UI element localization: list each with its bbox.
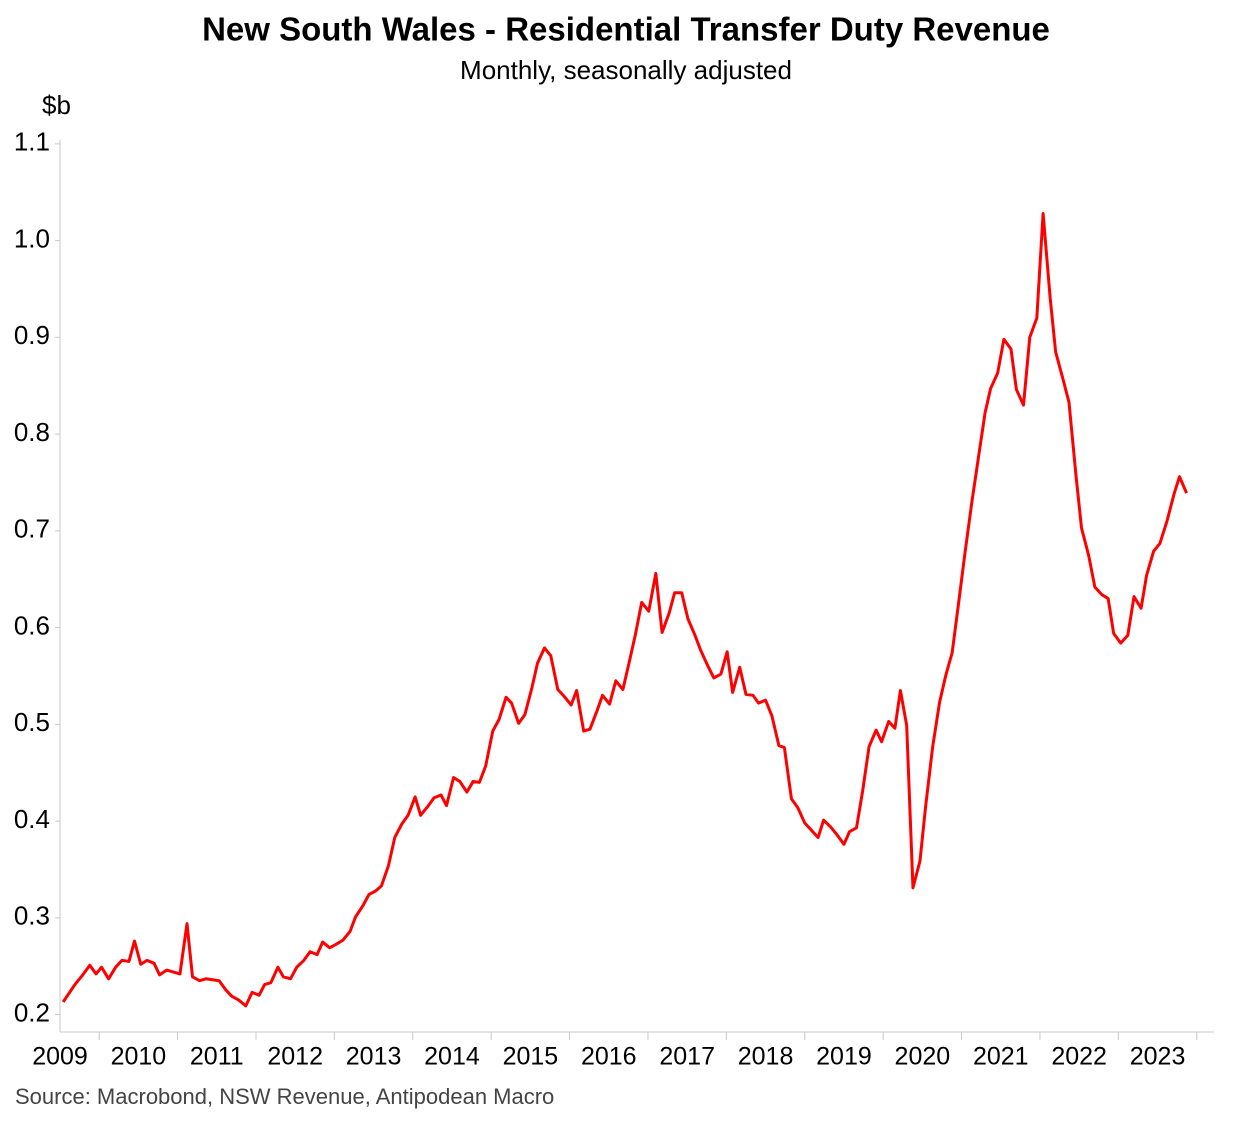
x-tick-label: 2010 bbox=[111, 1043, 167, 1071]
data-line bbox=[61, 212, 1188, 1008]
y-tick-label: 0.5 bbox=[14, 707, 50, 737]
y-tick-label: 0.9 bbox=[14, 320, 50, 350]
y-tick-label: 1.0 bbox=[14, 223, 50, 253]
y-tick-label: 0.4 bbox=[14, 804, 50, 834]
x-tick-label: 2016 bbox=[581, 1043, 637, 1071]
x-tick-label: 2009 bbox=[32, 1043, 88, 1071]
x-tick-label: 2023 bbox=[1130, 1043, 1186, 1071]
y-tick-label: 0.2 bbox=[14, 997, 50, 1027]
chart-title: New South Wales - Residential Transfer D… bbox=[202, 11, 1050, 48]
x-tick-label: 2017 bbox=[659, 1043, 715, 1071]
x-tick-label: 2011 bbox=[190, 1043, 244, 1071]
x-tick-label: 2021 bbox=[973, 1043, 1029, 1071]
y-tick-label: 0.7 bbox=[14, 514, 50, 544]
x-tick-label: 2015 bbox=[503, 1043, 559, 1071]
x-tick-label: 2019 bbox=[816, 1043, 872, 1071]
x-tick-label: 2013 bbox=[346, 1043, 402, 1071]
y-tick-label: 1.1 bbox=[14, 127, 50, 157]
x-tick-label: 2022 bbox=[1051, 1043, 1107, 1071]
y-tick-label: 0.3 bbox=[14, 901, 50, 931]
y-tick-label: 0.6 bbox=[14, 610, 50, 640]
x-tick-label: 2012 bbox=[267, 1043, 323, 1071]
x-tick-label: 2018 bbox=[738, 1043, 794, 1071]
chart-subtitle: Monthly, seasonally adjusted bbox=[460, 55, 792, 85]
y-tick-label: 0.8 bbox=[14, 417, 50, 447]
y-axis-unit: $b bbox=[42, 90, 71, 120]
x-tick-label: 2014 bbox=[424, 1043, 480, 1071]
x-tick-label: 2020 bbox=[895, 1043, 951, 1071]
source-note: Source: Macrobond, NSW Revenue, Antipode… bbox=[15, 1084, 554, 1109]
